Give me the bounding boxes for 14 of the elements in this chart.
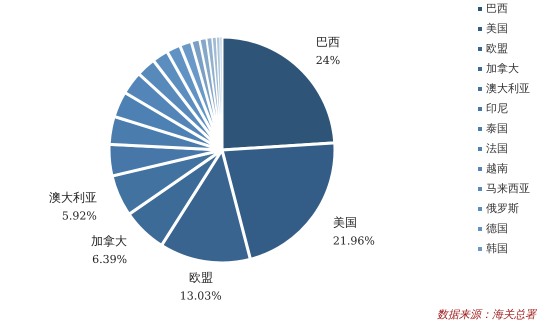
legend-label: 欧盟 bbox=[486, 42, 508, 55]
legend-label: 巴西 bbox=[486, 2, 508, 15]
legend-label: 韩国 bbox=[486, 242, 508, 255]
legend-label: 法国 bbox=[486, 142, 508, 155]
legend-label: 印尼 bbox=[486, 102, 508, 115]
legend-label: 马来西亚 bbox=[486, 182, 530, 195]
legend-label: 美国 bbox=[486, 22, 508, 35]
legend-label: 泰国 bbox=[486, 122, 508, 135]
legend-label: 越南 bbox=[486, 162, 508, 175]
legend-label: 澳大利亚 bbox=[486, 82, 530, 95]
legend-label: 德国 bbox=[486, 222, 508, 235]
legend-label: 俄罗斯 bbox=[486, 202, 519, 215]
annotation: 数据来源：海关总署 bbox=[437, 308, 536, 321]
legend-label: 加拿大 bbox=[486, 62, 519, 75]
